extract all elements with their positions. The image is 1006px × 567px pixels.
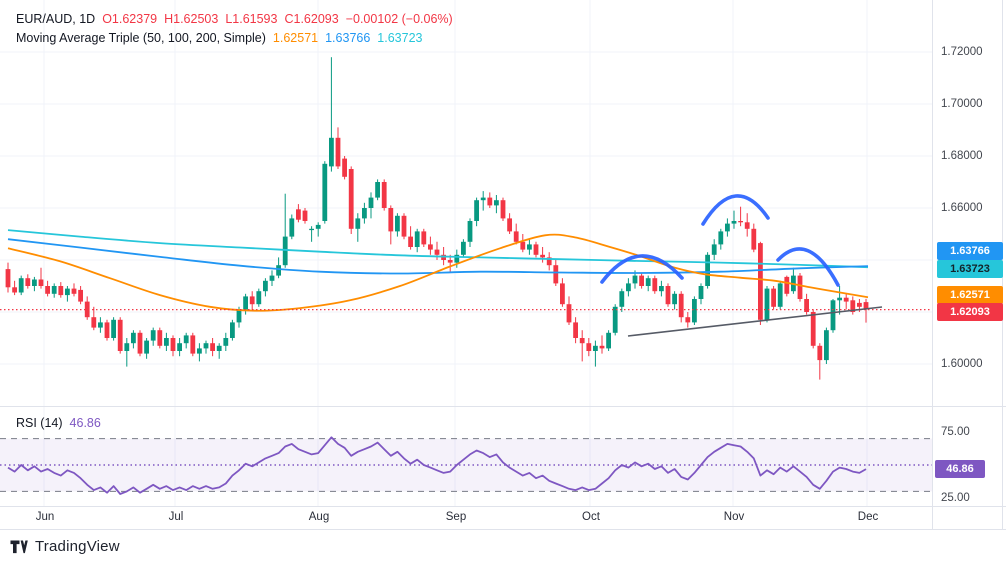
price-axis-label: 1.72000 — [941, 46, 983, 58]
ma-indicator-title[interactable]: Moving Average Triple (50, 100, 200, Sim… — [16, 31, 266, 45]
price-badge: 1.62093 — [937, 303, 1003, 321]
candles-down — [5, 127, 869, 380]
ohlc-low: L1.61593 — [225, 12, 278, 26]
symbol-legend[interactable]: EUR/AUD, 1D O1.62379 H1.62503 L1.61593 C1.62… — [16, 12, 453, 26]
ma50-value: 1.62571 — [272, 31, 319, 45]
rsi-indicator-title[interactable]: RSI (14) — [16, 416, 63, 430]
rsi-badge: 46.86 — [935, 460, 985, 478]
price-axis-label: 1.66000 — [941, 202, 983, 214]
time-axis-label-jun: Jun — [35, 511, 55, 523]
time-axis-label-nov: Nov — [723, 511, 745, 523]
time-axis-label-sep: Sep — [445, 511, 467, 523]
pattern-arc-annotation — [776, 247, 840, 287]
time-axis-label-oct: Oct — [582, 511, 600, 523]
ohlc-high: H1.62503 — [164, 12, 219, 26]
price-axis-label: 1.60000 — [941, 358, 983, 370]
price-badge: 1.63766 — [937, 242, 1003, 260]
time-axis-label-dec: Dec — [857, 511, 879, 523]
candles-up — [18, 57, 842, 367]
tradingview-logo-text: TradingView — [35, 538, 120, 555]
tradingview-logo-icon — [10, 540, 28, 553]
rsi-axis-label: 75.00 — [941, 426, 970, 438]
ma-line-sma-200 — [7, 229, 869, 269]
ma200-value: 1.63723 — [377, 31, 423, 45]
price-badge: 1.62571 — [937, 286, 1003, 304]
rsi-indicator-legend[interactable]: RSI (14) 46.86 — [16, 416, 101, 430]
time-axis-label-aug: Aug — [308, 511, 330, 523]
price-axis-label: 1.68000 — [941, 150, 983, 162]
ohlc-close: C1.62093 — [284, 12, 339, 26]
rsi-axis-label: 25.00 — [941, 492, 970, 504]
rsi-value: 46.86 — [69, 416, 101, 430]
ma-indicator-legend[interactable]: Moving Average Triple (50, 100, 200, Sim… — [16, 31, 422, 45]
ma-line-sma-50 — [7, 233, 869, 312]
price-badge: 1.63723 — [937, 260, 1003, 278]
symbol-title[interactable]: EUR/AUD, 1D — [16, 12, 96, 26]
rsi-line — [7, 436, 867, 495]
price-axis-label: 1.70000 — [941, 98, 983, 110]
trendline-annotation — [627, 306, 883, 337]
ma-line-sma-100 — [7, 238, 869, 275]
ohlc-open: O1.62379 — [102, 12, 158, 26]
ohlc-change: −0.00102 (−0.06%) — [345, 12, 453, 26]
ma100-value: 1.63766 — [325, 31, 371, 45]
time-axis-label-jul: Jul — [168, 511, 184, 523]
tradingview-logo[interactable]: TradingView — [10, 538, 120, 555]
pattern-arc-annotation — [600, 254, 684, 284]
pattern-arc-annotation — [701, 194, 770, 226]
